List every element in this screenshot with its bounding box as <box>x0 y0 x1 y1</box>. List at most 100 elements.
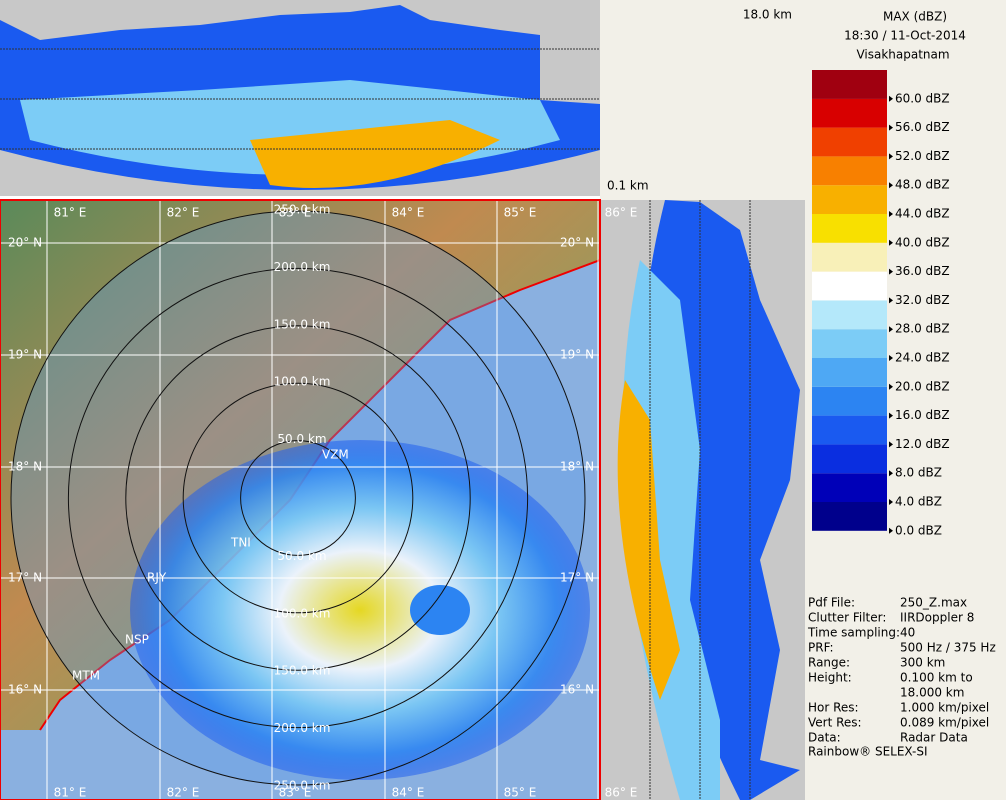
lon-label: 83° E <box>279 206 312 220</box>
legend-tick <box>889 355 893 361</box>
lat-label: 17° N <box>560 571 594 585</box>
info-key: Vert Res: <box>808 716 862 730</box>
legend-label: 0.0 dBZ <box>895 523 942 537</box>
legend-tick <box>889 211 893 217</box>
legend-swatch <box>812 185 887 214</box>
legend-tick <box>889 95 893 102</box>
range-ring <box>67 267 529 729</box>
info-value: 0.089 km/pixel <box>900 716 989 730</box>
legend-tick <box>889 268 893 275</box>
legend-swatch <box>812 502 887 531</box>
legend-swatch <box>812 242 887 272</box>
site-label: TNI <box>230 536 251 550</box>
range-label: 100.0 km <box>274 606 331 620</box>
range-label: 100.0 km <box>274 375 331 389</box>
legend-swatch <box>812 415 887 445</box>
lat-label: 16° N <box>560 683 594 697</box>
info-key: Height: <box>808 671 852 685</box>
map-border <box>0 199 601 800</box>
legend-label: 8.0 dBZ <box>895 466 942 480</box>
legend-label: 60.0 dBZ <box>895 91 950 105</box>
lon-label: 81° E <box>54 786 87 800</box>
range-ring <box>240 440 356 556</box>
info-key: Range: <box>808 656 850 670</box>
legend-station: Visakhapatnam <box>856 48 949 62</box>
legend-swatch <box>812 329 887 358</box>
legend-label: 52.0 dBZ <box>895 149 950 163</box>
legend-label: 20.0 dBZ <box>895 379 950 393</box>
lat-label: 17° N <box>8 571 42 585</box>
legend-swatch <box>812 271 887 301</box>
height-label: 0.1 km <box>607 179 649 193</box>
lon-label: 82° E <box>167 206 200 220</box>
lon-label: 81° E <box>54 206 87 220</box>
corner-panel <box>600 0 805 200</box>
site-label: NSP <box>125 633 149 647</box>
lat-label: 19° N <box>8 348 42 362</box>
range-label: 50.0 km <box>277 549 326 563</box>
top-echo-core <box>250 120 500 188</box>
legend-label: 16.0 dBZ <box>895 408 950 422</box>
legend-swatch <box>812 473 887 502</box>
lon-label: 84° E <box>392 206 425 220</box>
range-ring <box>182 382 414 614</box>
info-value: 40 <box>900 626 915 640</box>
info-value: Radar Data <box>900 731 968 745</box>
footer: Rainbow® SELEX-SI <box>808 745 928 759</box>
legend-tick <box>889 124 893 131</box>
info-value: 300 km <box>900 656 945 670</box>
range-label: 150.0 km <box>274 317 331 331</box>
range-label: 150.0 km <box>274 664 331 678</box>
legend-label: 56.0 dBZ <box>895 120 950 134</box>
legend-tick <box>889 412 893 419</box>
height-label: 18.0 km <box>743 8 792 22</box>
legend-tick <box>889 383 893 390</box>
legend-label: 24.0 dBZ <box>895 351 950 365</box>
legend-swatch <box>812 386 887 416</box>
lat-label: 19° N <box>560 348 594 362</box>
range-label: 200.0 km <box>274 260 331 274</box>
legend-swatch <box>812 214 887 243</box>
lon-label: 85° E <box>504 786 537 800</box>
legend-tick <box>889 182 893 189</box>
legend-label: 36.0 dBZ <box>895 264 950 278</box>
info-value: 1.000 km/pixel <box>900 701 989 715</box>
side-echo-core <box>617 380 680 700</box>
legend-label: 12.0 dBZ <box>895 437 950 451</box>
legend-label: 44.0 dBZ <box>895 207 950 221</box>
range-ring <box>125 325 471 671</box>
range-label: 50.0 km <box>277 432 326 446</box>
legend-tick <box>889 527 893 534</box>
legend-label: 28.0 dBZ <box>895 322 950 336</box>
legend-swatch <box>812 70 887 99</box>
legend-tick <box>889 499 893 505</box>
lon-label: 83° E <box>279 786 312 800</box>
info-key: Pdf File: <box>808 596 855 610</box>
cyclone-echo <box>130 440 590 780</box>
lat-label: 20° N <box>8 236 42 250</box>
legend-label: 32.0 dBZ <box>895 293 950 307</box>
cyclone-eye <box>410 585 470 635</box>
site-label: VZM <box>322 448 349 462</box>
legend-tick <box>889 441 893 448</box>
legend-tick <box>889 326 893 333</box>
site-label: MTM <box>72 669 100 683</box>
lat-label: 20° N <box>560 236 594 250</box>
legend-title: MAX (dBZ) <box>883 10 947 24</box>
range-ring <box>10 210 586 786</box>
info-key: Hor Res: <box>808 701 859 715</box>
lon-label: 86° E <box>605 206 638 220</box>
legend-swatch <box>812 98 887 128</box>
lon-label: 84° E <box>392 786 425 800</box>
lon-label: 82° E <box>167 786 200 800</box>
lat-label: 16° N <box>8 683 42 697</box>
side-echo-mid <box>622 260 720 800</box>
legend-tick <box>889 239 893 246</box>
info-value: 18.000 km <box>900 686 964 700</box>
legend-swatch <box>812 156 887 186</box>
legend-datetime: 18:30 / 11-Oct-2014 <box>844 29 966 43</box>
info-value: 500 Hz / 375 Hz <box>900 641 996 655</box>
info-value: 0.100 km to <box>900 671 973 685</box>
range-label: 250.0 km <box>274 779 331 793</box>
